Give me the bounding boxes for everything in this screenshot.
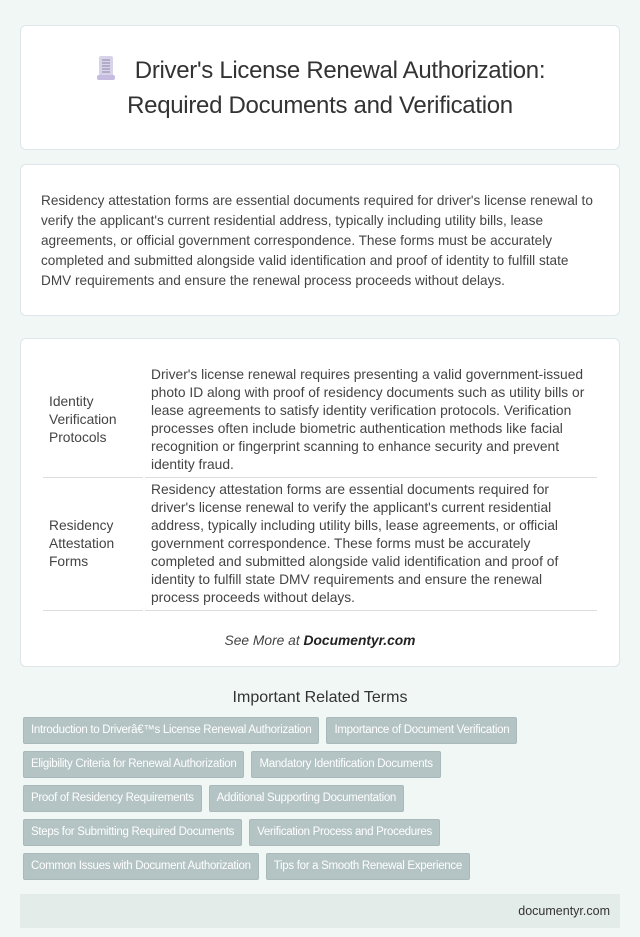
table-row: Identity Verification Protocols Driver's… xyxy=(43,363,597,478)
related-tag[interactable]: Additional Supporting Documentation xyxy=(208,785,405,812)
term-cell: Residency Attestation Forms xyxy=(43,478,143,611)
related-tag[interactable]: Introduction to Driverâ€™s License Renew… xyxy=(23,717,320,744)
intro-text: Residency attestation forms are essentia… xyxy=(41,193,593,288)
related-tag[interactable]: Tips for a Smooth Renewal Experience xyxy=(265,853,470,880)
document-scroll-icon xyxy=(95,55,117,81)
related-tag[interactable]: Proof of Residency Requirements xyxy=(23,785,202,812)
description-cell: Driver's license renewal requires presen… xyxy=(145,363,597,478)
intro-card: Residency attestation forms are essentia… xyxy=(20,164,620,316)
terms-table: Identity Verification Protocols Driver's… xyxy=(41,363,599,611)
related-terms-title: Important Related Terms xyxy=(232,689,408,706)
related-tag[interactable]: Mandatory Identification Documents xyxy=(251,751,441,778)
footer: documentyr.com xyxy=(20,894,620,928)
terms-table-card: Identity Verification Protocols Driver's… xyxy=(20,338,620,667)
header-card: Driver's License Renewal Authorization: … xyxy=(20,25,620,150)
related-tag[interactable]: Common Issues with Document Authorizatio… xyxy=(23,853,259,880)
related-terms-section: Important Related Terms Introduction to … xyxy=(20,689,620,880)
see-more: See More at Documentyr.com xyxy=(41,633,599,648)
term-cell: Identity Verification Protocols xyxy=(43,363,143,478)
table-row: Residency Attestation Forms Residency at… xyxy=(43,478,597,611)
page-title-text: Driver's License Renewal Authorization: … xyxy=(127,56,546,119)
description-cell: Residency attestation forms are essentia… xyxy=(145,478,597,611)
related-tag[interactable]: Importance of Document Verification xyxy=(326,717,518,744)
related-tags: Introduction to Driverâ€™s License Renew… xyxy=(20,717,620,880)
see-more-prefix: See More at xyxy=(224,633,304,648)
related-tag[interactable]: Verification Process and Procedures xyxy=(249,819,440,846)
related-tag[interactable]: Steps for Submitting Required Documents xyxy=(23,819,243,846)
see-more-link[interactable]: Documentyr.com xyxy=(303,633,416,648)
related-tag[interactable]: Eligibility Criteria for Renewal Authori… xyxy=(23,751,245,778)
footer-site[interactable]: documentyr.com xyxy=(518,904,610,918)
page-title: Driver's License Renewal Authorization: … xyxy=(61,53,579,123)
